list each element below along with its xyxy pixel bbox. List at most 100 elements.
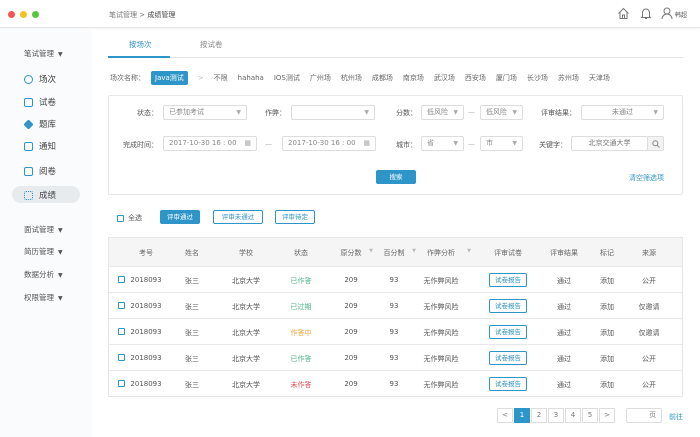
session-option[interactable]: 天津场	[588, 74, 610, 82]
cell-mark[interactable]: 添加	[600, 277, 614, 285]
session-option[interactable]: 杭州场	[340, 74, 362, 82]
session-selected-chip[interactable]: Java测试	[151, 71, 188, 85]
column-header[interactable]: 作弊分析	[427, 249, 455, 257]
sort-icon[interactable]: ▼	[467, 248, 471, 254]
home-icon[interactable]	[617, 7, 630, 20]
session-option[interactable]: 长沙场	[526, 74, 548, 82]
result-select[interactable]: 未通过 ▼	[581, 105, 664, 120]
clear-filters-link[interactable]: 清空筛选项	[629, 174, 664, 182]
cell-raw: 209	[344, 354, 358, 362]
session-option[interactable]: hahaha	[237, 74, 264, 82]
session-option[interactable]: 苏州场	[557, 74, 579, 82]
province-select[interactable]: 省 ▼	[421, 136, 464, 151]
sidebar-item-sessions[interactable]: 场次	[24, 73, 56, 85]
cell-name: 张三	[185, 303, 199, 311]
page-button[interactable]: 5	[582, 408, 598, 423]
cell-name: 张三	[185, 381, 199, 389]
session-option[interactable]: 南京场	[402, 74, 424, 82]
row-checkbox[interactable]	[118, 302, 125, 309]
bell-icon[interactable]	[640, 7, 652, 20]
score-from-select[interactable]: 低风险 ▼	[421, 105, 464, 120]
cell-mark[interactable]: 添加	[600, 303, 614, 311]
paper-report-button[interactable]: 试卷报告	[489, 273, 527, 287]
tab-by-session[interactable]: 按场次	[129, 40, 152, 49]
column-header[interactable]: 百分制	[383, 249, 405, 257]
row-checkbox[interactable]	[118, 328, 125, 335]
session-option[interactable]: 不限	[213, 74, 228, 82]
page-jump-input[interactable]: 页	[626, 408, 662, 423]
cell-source: 仅邀请	[638, 303, 660, 311]
paper-report-button[interactable]: 试卷报告	[489, 325, 527, 339]
page-button[interactable]: 2	[531, 408, 547, 423]
row-checkbox[interactable]	[118, 354, 125, 361]
pending-button[interactable]: 评审待定	[275, 210, 315, 224]
sidebar-group-permissions[interactable]: 权限管理 ▼	[24, 292, 63, 303]
cell-id: 2018093	[130, 380, 162, 388]
score-to-value: 低风险	[486, 108, 507, 116]
cell-cheat: 无作弊风险	[423, 329, 459, 337]
keyword-input[interactable]	[571, 136, 648, 151]
sidebar-group-written-exam[interactable]: 笔试管理 ▼	[24, 48, 63, 59]
score-label: 分数：	[396, 109, 417, 117]
paper-report-button[interactable]: 试卷报告	[489, 351, 527, 365]
select-all[interactable]: 全选	[117, 213, 142, 223]
sidebar-item-papers[interactable]: 试卷	[24, 96, 56, 108]
fail-button[interactable]: 评审未通过	[213, 210, 263, 224]
minimize-window-button[interactable]	[20, 11, 27, 18]
sidebar-group-resume[interactable]: 简历管理 ▼	[24, 246, 63, 257]
row-checkbox[interactable]	[118, 276, 125, 283]
tab-by-paper[interactable]: 按试卷	[200, 40, 223, 49]
paper-report-button[interactable]: 试卷报告	[489, 299, 527, 313]
cell-source: 公开	[642, 277, 656, 285]
next-page-button[interactable]: >	[599, 408, 615, 423]
range-dash: —	[468, 108, 475, 116]
sidebar-item-grading[interactable]: 阅卷	[24, 165, 56, 177]
page-button[interactable]: 4	[565, 408, 581, 423]
breadcrumb-item[interactable]: 笔试管理	[109, 11, 137, 19]
time-to-value: 2017-10-30 16 : 00	[288, 139, 356, 147]
session-option[interactable]: 武汉场	[433, 74, 455, 82]
cell-mark[interactable]: 添加	[600, 381, 614, 389]
session-option[interactable]: 西安场	[464, 74, 486, 82]
row-checkbox[interactable]	[118, 380, 125, 387]
sidebar-item-notifications[interactable]: 通知	[24, 140, 56, 152]
cell-mark[interactable]: 添加	[600, 329, 614, 337]
sidebar-item-scores[interactable]: 成绩	[24, 189, 56, 201]
go-to-page-link[interactable]: 前往	[669, 413, 683, 421]
page-button[interactable]: 1	[514, 408, 530, 423]
sidebar-group-interview[interactable]: 面试管理 ▼	[24, 224, 63, 235]
search-button[interactable]: 搜索	[376, 170, 416, 184]
time-to-input[interactable]: 2017-10-30 16 : 00 ▦	[282, 136, 376, 151]
column-header[interactable]: 原分数	[340, 249, 362, 257]
close-window-button[interactable]	[8, 11, 15, 18]
checkbox[interactable]	[117, 214, 124, 222]
user-icon[interactable]	[661, 7, 673, 20]
session-option[interactable]: 厦门场	[495, 74, 517, 82]
paper-report-button[interactable]: 试卷报告	[489, 377, 527, 391]
prev-page-button[interactable]: <	[497, 408, 513, 423]
keyword-label: 关键字：	[539, 141, 567, 149]
sidebar-group-analytics[interactable]: 数据分析 ▼	[24, 269, 63, 280]
session-option[interactable]: 广州场	[309, 74, 331, 82]
column-header: 考号	[139, 249, 153, 257]
pass-button[interactable]: 评审通过	[160, 210, 200, 224]
city-select[interactable]: 市 ▼	[480, 136, 523, 151]
sort-icon[interactable]: ▼	[412, 248, 416, 254]
time-from-input[interactable]: 2017-10-30 16 : 00 ▦	[163, 136, 257, 151]
cheat-select[interactable]: ▼	[291, 105, 375, 120]
city-value: 市	[486, 139, 493, 147]
cell-mark[interactable]: 添加	[600, 355, 614, 363]
sidebar-item-question-bank[interactable]: 题库	[23, 118, 56, 130]
page-button[interactable]: 3	[548, 408, 564, 423]
cell-source: 公开	[642, 381, 656, 389]
maximize-window-button[interactable]	[32, 11, 39, 18]
search-icon-button[interactable]	[647, 136, 664, 151]
username[interactable]: 韩超	[675, 12, 688, 19]
status-select[interactable]: 已参加考试 ▼	[163, 105, 247, 120]
sort-icon[interactable]: ▼	[369, 248, 373, 254]
session-option[interactable]: 成都场	[371, 74, 393, 82]
scores-table: 考号 姓名 学校 状态 原分数 百分制 作弊分析 评审试卷 评审结果 标记 来源 ▼ ▼ ▼ 201809…	[108, 237, 683, 397]
score-to-select[interactable]: 低风险 ▼	[480, 105, 523, 120]
cell-result: 通过	[557, 355, 571, 363]
session-option[interactable]: IOS测试	[273, 74, 300, 82]
